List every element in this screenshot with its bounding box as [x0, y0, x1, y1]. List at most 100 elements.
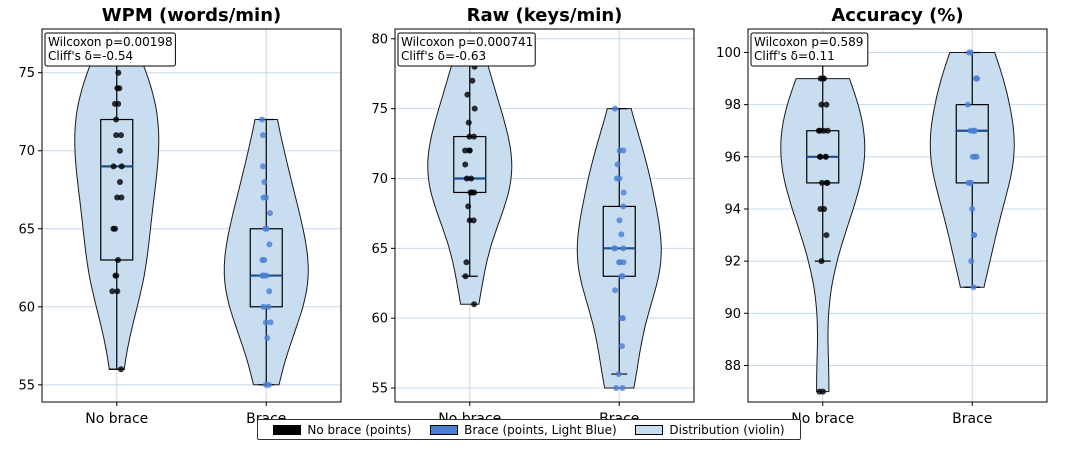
y-tick-label: 70 [18, 144, 35, 159]
point-brace [968, 258, 975, 265]
point-no-brace [110, 163, 117, 170]
point-brace [620, 245, 627, 252]
point-brace [259, 116, 266, 123]
point-no-brace [470, 133, 477, 140]
violin-brace [223, 119, 309, 386]
point-brace [614, 161, 621, 168]
point-brace [619, 273, 626, 280]
point-brace [972, 75, 979, 82]
y-tick-label: 88 [724, 359, 741, 374]
point-no-brace [816, 153, 823, 160]
point-brace [259, 256, 266, 263]
point-brace [262, 319, 269, 326]
point-brace [616, 147, 623, 154]
point-brace [266, 288, 273, 295]
stats-annotation-box [397, 32, 536, 67]
point-brace [616, 259, 623, 266]
point-no-brace [116, 178, 123, 185]
point-brace [619, 315, 626, 322]
legend-label-violin: Distribution (violin) [669, 422, 785, 437]
panel-title: Accuracy (%) [831, 5, 963, 26]
point-no-brace [114, 288, 121, 295]
y-tick-label: 65 [371, 242, 388, 257]
point-no-brace [817, 75, 824, 82]
panel-title: WPM (words/min) [102, 5, 281, 26]
legend-entry-brace: Brace (points, Light Blue) [430, 422, 617, 437]
point-no-brace [464, 91, 471, 98]
stats-annotation-box [750, 32, 869, 67]
point-brace [619, 385, 626, 392]
point-no-brace [471, 189, 478, 196]
stats-annotation-line: Wilcoxon p=0.000741 [401, 35, 533, 49]
y-tick-label: 65 [18, 222, 35, 237]
point-no-brace [462, 161, 469, 168]
axes-frame [394, 28, 695, 403]
legend-entry-no-brace: No brace (points) [273, 423, 411, 437]
panel-3: 88 90 92 94 96 98 100 No brace Brace Accuracy (%)… [716, 5, 1048, 427]
point-brace [969, 153, 976, 160]
y-tick-label: 94 [724, 202, 741, 217]
y-tick-label: 80 [371, 32, 388, 47]
point-brace [266, 210, 273, 217]
point-no-brace [818, 179, 825, 186]
y-tick-label: 96 [724, 150, 741, 165]
point-no-brace [822, 153, 829, 160]
y-tick-label: 60 [18, 300, 35, 315]
point-no-brace [815, 127, 822, 134]
point-no-brace [113, 116, 120, 123]
point-no-brace [818, 101, 825, 108]
stats-annotation-box [44, 32, 176, 67]
y-tick-label: 75 [371, 102, 388, 117]
y-tick-label: 70 [371, 172, 388, 187]
point-no-brace [118, 163, 125, 170]
point-brace [967, 179, 974, 186]
point-no-brace [112, 225, 119, 232]
point-no-brace [465, 119, 472, 126]
legend-entry-violin: Distribution (violin) [635, 422, 785, 437]
point-brace [259, 132, 266, 139]
y-tick-label: 92 [724, 255, 741, 270]
axes-frame [41, 28, 342, 403]
legend-label-no-brace: No brace (points) [307, 422, 412, 437]
point-brace [260, 194, 267, 201]
point-brace [612, 287, 619, 294]
y-tick-label: 98 [724, 98, 741, 113]
point-brace [618, 343, 625, 350]
point-no-brace [819, 388, 826, 395]
point-no-brace [118, 132, 125, 139]
violin-brace [929, 52, 1015, 288]
stats-annotation-line: Cliff's δ=-0.63 [401, 49, 486, 63]
point-brace [261, 178, 268, 185]
y-tick-label: 90 [724, 307, 741, 322]
point-brace [265, 303, 272, 310]
point-brace [613, 175, 620, 182]
y-tick-label: 55 [371, 382, 388, 397]
point-no-brace [111, 100, 118, 107]
point-no-brace [113, 132, 120, 139]
point-brace [613, 385, 620, 392]
point-no-brace [466, 147, 473, 154]
point-no-brace [116, 147, 123, 154]
point-no-brace [114, 194, 121, 201]
point-no-brace [471, 105, 478, 112]
point-brace [264, 335, 271, 342]
point-brace [964, 101, 971, 108]
point-brace [971, 232, 978, 239]
y-tick-label: 75 [18, 66, 35, 81]
point-no-brace [824, 127, 831, 134]
legend-swatch-brace [430, 424, 459, 435]
legend-label-brace: Brace (points, Light Blue) [464, 422, 617, 437]
stats-annotation-line: Wilcoxon p=0.589 [754, 35, 863, 49]
panel-title: Raw (keys/min) [467, 5, 623, 26]
point-brace [970, 284, 977, 291]
point-no-brace [115, 256, 122, 263]
point-no-brace [465, 203, 472, 210]
point-no-brace [470, 217, 477, 224]
point-no-brace [466, 133, 473, 140]
point-no-brace [823, 101, 830, 108]
point-no-brace [818, 258, 825, 265]
point-brace [966, 49, 973, 56]
point-brace [262, 225, 269, 232]
